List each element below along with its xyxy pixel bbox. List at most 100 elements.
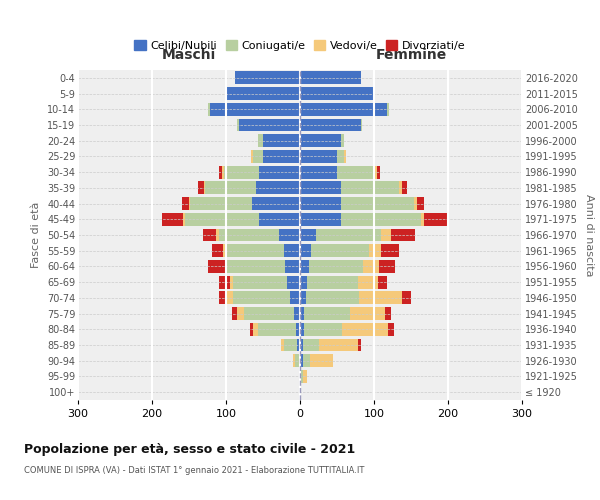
Bar — [300, 134, 341, 147]
Bar — [399, 182, 402, 194]
Bar — [284, 244, 300, 257]
Bar — [205, 182, 256, 194]
Bar — [220, 166, 222, 178]
Bar — [300, 307, 304, 320]
Bar — [218, 276, 230, 288]
Bar — [379, 276, 388, 288]
Bar — [424, 213, 448, 226]
Bar — [300, 166, 337, 178]
Bar — [303, 354, 310, 367]
Bar — [342, 323, 388, 336]
Y-axis label: Anni di nascita: Anni di nascita — [584, 194, 595, 276]
Bar — [217, 228, 218, 241]
Bar — [285, 260, 300, 273]
Bar — [233, 276, 287, 288]
Bar — [252, 197, 300, 210]
Text: COMUNE DI ISPRA (VA) - Dati ISTAT 1° gennaio 2021 - Elaborazione TUTTITALIA.IT: COMUNE DI ISPRA (VA) - Dati ISTAT 1° gen… — [24, 466, 364, 475]
Bar — [253, 323, 258, 336]
Bar — [237, 118, 239, 132]
Bar — [414, 197, 417, 210]
Bar — [382, 228, 391, 241]
Y-axis label: Fasce di età: Fasce di età — [31, 202, 41, 268]
Bar — [293, 354, 295, 367]
Bar — [263, 150, 300, 163]
Bar — [183, 213, 185, 226]
Bar — [300, 103, 388, 116]
Bar — [300, 118, 361, 132]
Bar — [303, 370, 307, 383]
Bar — [237, 307, 244, 320]
Bar — [337, 166, 376, 178]
Bar — [281, 338, 284, 351]
Bar — [251, 150, 253, 163]
Bar — [341, 134, 344, 147]
Bar — [359, 292, 402, 304]
Bar — [300, 72, 361, 85]
Bar — [182, 197, 189, 210]
Bar — [295, 354, 299, 367]
Bar — [388, 103, 389, 116]
Bar — [300, 197, 341, 210]
Bar — [421, 213, 424, 226]
Bar — [361, 118, 362, 132]
Bar — [300, 338, 303, 351]
Bar — [300, 244, 311, 257]
Bar — [300, 228, 316, 241]
Bar — [300, 354, 303, 367]
Bar — [256, 182, 300, 194]
Text: Maschi: Maschi — [162, 48, 216, 62]
Bar — [297, 338, 300, 351]
Bar — [358, 276, 379, 288]
Bar — [284, 338, 297, 351]
Bar — [300, 292, 306, 304]
Bar — [163, 213, 183, 226]
Bar — [226, 244, 284, 257]
Bar — [226, 292, 233, 304]
Bar — [287, 276, 300, 288]
Bar — [279, 228, 300, 241]
Bar — [253, 150, 263, 163]
Bar — [212, 244, 223, 257]
Bar — [259, 213, 300, 226]
Bar — [258, 134, 263, 147]
Bar — [377, 166, 380, 178]
Bar — [341, 213, 421, 226]
Bar — [301, 370, 303, 383]
Bar — [230, 276, 233, 288]
Bar — [233, 292, 290, 304]
Bar — [263, 134, 300, 147]
Bar — [341, 182, 399, 194]
Bar — [300, 260, 309, 273]
Bar — [319, 338, 358, 351]
Bar — [189, 197, 190, 210]
Bar — [300, 276, 307, 288]
Bar — [306, 292, 359, 304]
Bar — [300, 370, 301, 383]
Bar — [303, 338, 319, 351]
Bar — [218, 292, 226, 304]
Bar — [391, 228, 415, 241]
Bar — [311, 244, 369, 257]
Bar — [218, 228, 279, 241]
Bar — [224, 260, 227, 273]
Bar — [350, 307, 385, 320]
Bar — [344, 150, 346, 163]
Bar — [258, 323, 296, 336]
Bar — [198, 182, 204, 194]
Bar — [380, 244, 399, 257]
Bar — [227, 260, 285, 273]
Bar — [208, 260, 224, 273]
Bar — [304, 323, 342, 336]
Bar — [300, 182, 341, 194]
Bar — [300, 87, 376, 100]
Bar — [210, 103, 300, 116]
Bar — [224, 87, 300, 100]
Bar — [235, 72, 300, 85]
Text: Popolazione per età, sesso e stato civile - 2021: Popolazione per età, sesso e stato civil… — [24, 442, 355, 456]
Bar — [294, 307, 300, 320]
Bar — [224, 166, 259, 178]
Bar — [307, 276, 358, 288]
Bar — [310, 354, 332, 367]
Bar — [341, 197, 414, 210]
Bar — [223, 244, 226, 257]
